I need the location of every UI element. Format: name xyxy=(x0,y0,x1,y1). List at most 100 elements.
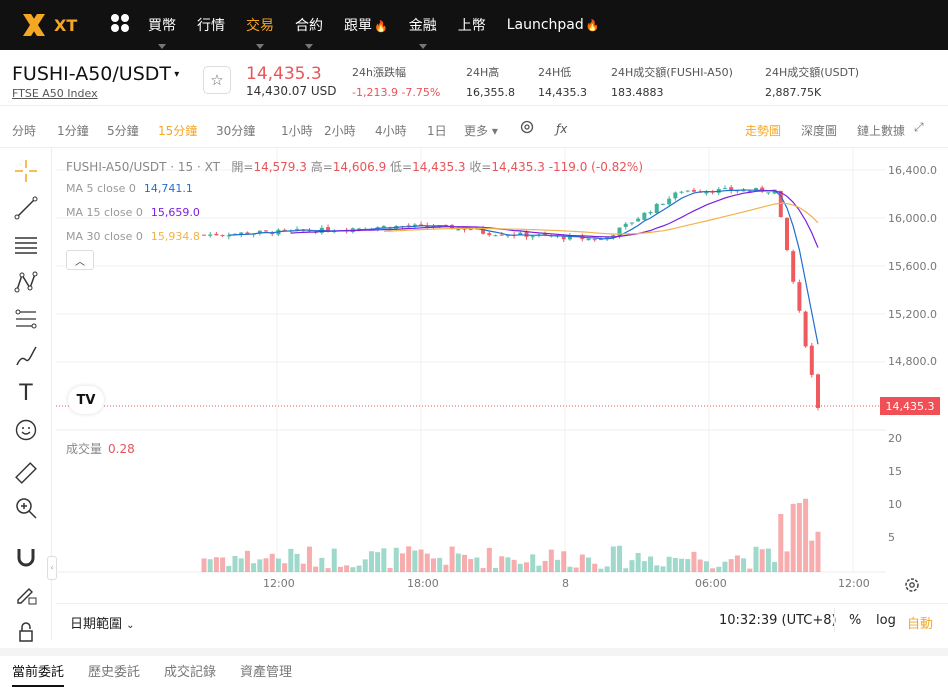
candle-body xyxy=(741,189,746,192)
indicator-settings-icon[interactable] xyxy=(520,120,534,137)
volume-bar xyxy=(282,563,288,572)
volume-bar xyxy=(300,563,306,572)
orders-tab[interactable]: 資產管理 xyxy=(240,665,293,680)
apps-menu-icon[interactable] xyxy=(110,13,134,37)
xt-logo[interactable]: XT xyxy=(20,11,110,39)
interval-tab[interactable]: 1分鐘 xyxy=(57,124,89,138)
candle-body xyxy=(220,234,225,236)
pair-selector[interactable]: FUSHI-A50/USDT ▾ xyxy=(12,63,180,85)
text-tool-icon[interactable]: T xyxy=(19,380,33,406)
sidebar-collapse-handle[interactable]: ‹ xyxy=(47,556,57,580)
volume-axis-tick: 10 xyxy=(888,498,902,511)
candle-body xyxy=(667,198,672,205)
last-price-usd: 14,430.07 USD xyxy=(246,84,337,98)
volume-bar xyxy=(238,558,244,572)
ma-line xyxy=(290,190,819,248)
nav-item[interactable]: 交易 xyxy=(246,15,274,49)
x-axis-tick: 12:00 xyxy=(838,577,870,590)
orders-tab[interactable]: 歷史委託 xyxy=(88,665,141,680)
fib-tool-icon[interactable] xyxy=(13,306,39,332)
nav-item[interactable]: 行情 xyxy=(197,15,225,35)
legend-collapse-button[interactable]: ︿ xyxy=(66,250,94,270)
volume-bar xyxy=(430,558,436,572)
chart-settings-gear-icon[interactable] xyxy=(904,577,920,597)
candle-body xyxy=(375,227,380,229)
candle-body xyxy=(803,311,808,347)
candle-body xyxy=(561,236,566,240)
volume-bar xyxy=(499,556,505,572)
tradingview-logo[interactable]: TV xyxy=(68,386,104,414)
volume-bar xyxy=(604,566,610,572)
volume-bars xyxy=(201,498,821,572)
fullscreen-icon[interactable]: ⤢ xyxy=(914,120,924,134)
nav-item[interactable]: 跟單 🔥 xyxy=(344,15,388,35)
view-tab[interactable]: 深度圖 xyxy=(801,124,838,138)
pencil-lock-icon[interactable] xyxy=(13,581,39,607)
brand-name: XT xyxy=(54,15,78,35)
candle-body xyxy=(493,235,498,237)
nav-item[interactable]: 上幣 xyxy=(458,15,486,35)
volume-bar xyxy=(418,549,424,572)
interval-tab[interactable]: 30分鐘 xyxy=(216,124,256,138)
volume-bar xyxy=(331,548,337,572)
emoji-icon[interactable] xyxy=(13,417,39,443)
x-axis-tick: 18:00 xyxy=(407,577,439,590)
ticker-stat: 24H高 16,355.8 xyxy=(466,64,515,99)
date-range-button[interactable]: 日期範圍 ⌄ xyxy=(70,617,135,632)
trend-line-icon[interactable] xyxy=(13,195,39,221)
auto-scale-toggle[interactable]: 自動 xyxy=(907,617,934,632)
candle-body xyxy=(753,188,758,191)
view-tab[interactable]: 走勢圖 xyxy=(745,124,782,138)
ruler-icon[interactable] xyxy=(13,460,39,486)
more-intervals-button[interactable]: 更多 ▾ xyxy=(464,124,498,138)
candle-body xyxy=(301,230,306,232)
orders-tab[interactable]: 成交記錄 xyxy=(164,665,217,680)
crosshair-icon[interactable] xyxy=(13,158,39,184)
clock-readout[interactable]: 10:32:39 (UTC+8) xyxy=(719,613,837,628)
price-chart[interactable] xyxy=(56,148,886,598)
volume-bar xyxy=(809,540,815,572)
candle-body xyxy=(586,238,591,241)
nav-item-label: 金融 xyxy=(408,18,437,34)
nav-item[interactable]: Launchpad 🔥 xyxy=(507,17,600,33)
nav-item[interactable]: 合約 xyxy=(295,15,323,49)
magnet-icon[interactable] xyxy=(13,544,39,570)
xt-logo-icon xyxy=(23,14,45,36)
volume-bar xyxy=(362,559,368,572)
volume-bar xyxy=(412,550,418,572)
stat-value: 2,887.75K xyxy=(765,86,822,99)
volume-bar xyxy=(716,566,722,572)
volume-bar xyxy=(375,552,381,572)
interval-tab[interactable]: 1日 xyxy=(427,124,447,138)
index-link[interactable]: FTSE A50 Index xyxy=(12,87,98,100)
interval-tab[interactable]: 分時 xyxy=(12,124,37,138)
nav-item[interactable]: 金融 xyxy=(408,15,437,49)
nav-item[interactable]: 買幣 xyxy=(148,15,176,49)
volume-bar xyxy=(449,546,455,572)
log-toggle[interactable]: log xyxy=(876,613,896,628)
interval-tab[interactable]: 5分鐘 xyxy=(107,124,139,138)
interval-tab[interactable]: 2小時 xyxy=(324,124,356,138)
interval-tab[interactable]: 15分鐘 xyxy=(158,124,198,138)
volume-bar xyxy=(697,559,703,572)
ticker-stat: 24H低 14,435.3 xyxy=(538,64,587,99)
lock-icon[interactable] xyxy=(13,618,39,644)
interval-tab[interactable]: 1小時 xyxy=(281,124,313,138)
view-tab[interactable]: 鏈上數據 xyxy=(857,124,906,138)
horizontal-lines-icon[interactable] xyxy=(13,232,39,258)
candle-body xyxy=(468,228,473,230)
percent-toggle[interactable]: % xyxy=(849,613,862,628)
interval-tab[interactable]: 4小時 xyxy=(375,124,407,138)
orders-tab[interactable]: 當前委託 xyxy=(12,661,65,687)
volume-bar xyxy=(623,568,629,572)
zoom-in-icon[interactable] xyxy=(13,495,39,521)
volume-bar xyxy=(306,546,312,572)
favorite-star-icon[interactable]: ☆ xyxy=(203,66,231,94)
volume-bar xyxy=(586,557,592,572)
candle-body xyxy=(326,227,331,232)
volume-bar xyxy=(213,557,219,572)
brush-icon[interactable] xyxy=(13,343,39,369)
volume-bar xyxy=(629,560,635,572)
pattern-icon[interactable] xyxy=(13,269,39,295)
formula-icon[interactable]: ƒx xyxy=(556,122,568,136)
